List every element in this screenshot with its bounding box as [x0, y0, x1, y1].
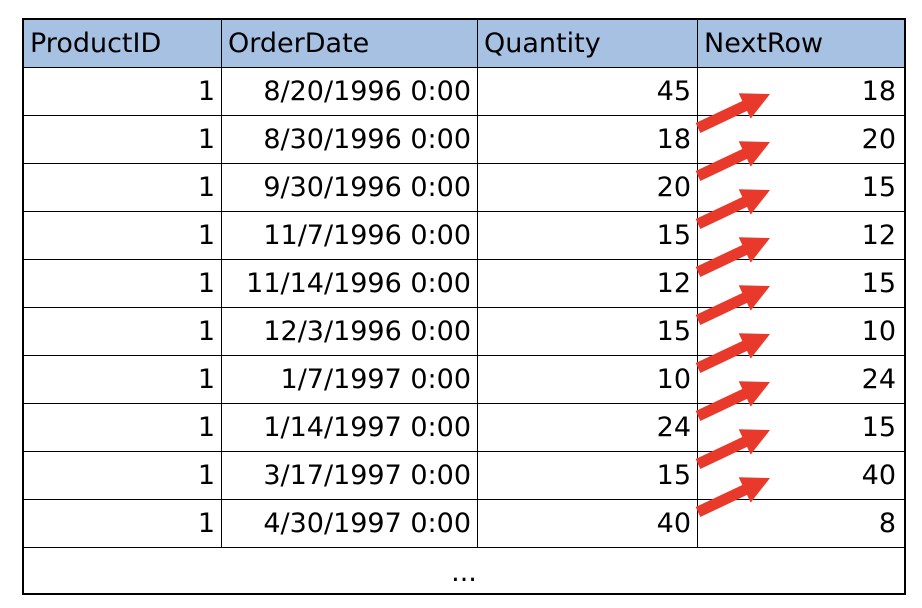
cell-next-row: 15: [861, 268, 896, 299]
table-row: 1 3/17/1997 0:00 15 40: [24, 452, 904, 500]
table-row: 1 8/30/1996 0:00 18 20: [24, 116, 904, 164]
cell-next-row: 12: [861, 220, 896, 251]
table-row: 1 11/7/1996 0:00 15 12: [24, 212, 904, 260]
cell-next-row: 15: [861, 412, 896, 443]
cell-product-id: 1: [24, 356, 222, 403]
cell-product-id: 1: [24, 404, 222, 451]
cell-quantity: 40: [478, 500, 698, 547]
cell-next-row: 40: [861, 460, 896, 491]
cell-quantity: 45: [478, 68, 698, 115]
cell-order-date: 8/30/1996 0:00: [222, 116, 478, 163]
cell-quantity: 10: [478, 356, 698, 403]
cell-quantity: 15: [478, 212, 698, 259]
cell-order-date: 4/30/1997 0:00: [222, 500, 478, 547]
ellipsis-row: ...: [24, 548, 904, 596]
data-table: ProductID OrderDate Quantity NextRow 1 8/20/1…: [22, 18, 906, 595]
cell-product-id: 1: [24, 212, 222, 259]
cell-order-date: 3/17/1997 0:00: [222, 452, 478, 499]
cell-product-id: 1: [24, 452, 222, 499]
table-row: 1 1/14/1997 0:00 24 15: [24, 404, 904, 452]
cell-product-id: 1: [24, 260, 222, 307]
cell-order-date: 11/14/1996 0:00: [222, 260, 478, 307]
cell-product-id: 1: [24, 308, 222, 355]
cell-quantity: 20: [478, 164, 698, 211]
table-row: 1 11/14/1996 0:00 12 15: [24, 260, 904, 308]
cell-next-row: 8: [878, 508, 896, 539]
cell-order-date: 1/7/1997 0:00: [222, 356, 478, 403]
cell-next-row: 20: [861, 124, 896, 155]
table-row: 1 12/3/1996 0:00 15 10: [24, 308, 904, 356]
header-row: ProductID OrderDate Quantity NextRow: [24, 20, 904, 68]
cell-quantity: 12: [478, 260, 698, 307]
column-header-product-id: ProductID: [24, 20, 222, 67]
cell-product-id: 1: [24, 500, 222, 547]
column-header-quantity: Quantity: [478, 20, 698, 67]
table-row: 1 4/30/1997 0:00 40 8: [24, 500, 904, 548]
cell-order-date: 9/30/1996 0:00: [222, 164, 478, 211]
cell-order-date: 11/7/1996 0:00: [222, 212, 478, 259]
cell-next-row: 18: [861, 76, 896, 107]
cell-product-id: 1: [24, 116, 222, 163]
cell-product-id: 1: [24, 68, 222, 115]
column-header-order-date: OrderDate: [222, 20, 478, 67]
cell-quantity: 15: [478, 308, 698, 355]
table-row: 1 8/20/1996 0:00 45 18: [24, 68, 904, 116]
cell-order-date: 1/14/1997 0:00: [222, 404, 478, 451]
cell-next-row: 15: [861, 172, 896, 203]
cell-order-date: 12/3/1996 0:00: [222, 308, 478, 355]
cell-quantity: 24: [478, 404, 698, 451]
cell-quantity: 15: [478, 452, 698, 499]
cell-order-date: 8/20/1996 0:00: [222, 68, 478, 115]
table-row: 1 1/7/1997 0:00 10 24: [24, 356, 904, 404]
cell-next-row: 24: [861, 364, 896, 395]
column-header-next-row: NextRow: [704, 28, 824, 59]
cell-product-id: 1: [24, 164, 222, 211]
cell-quantity: 18: [478, 116, 698, 163]
table-row: 1 9/30/1996 0:00 20 15: [24, 164, 904, 212]
cell-next-row: 10: [861, 316, 896, 347]
ellipsis-text: ...: [451, 556, 477, 588]
